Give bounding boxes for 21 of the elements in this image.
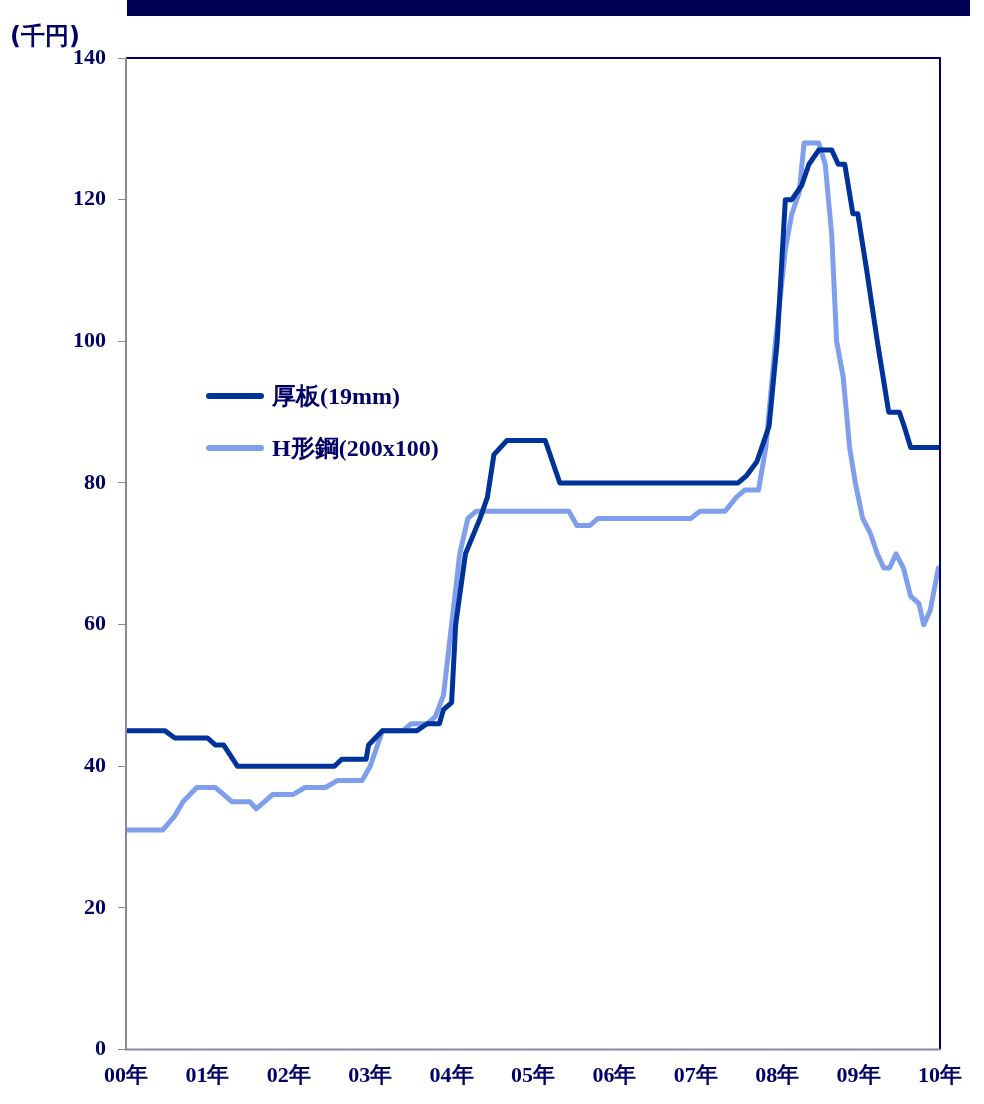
x-tick-label: 07年 bbox=[673, 1062, 718, 1088]
x-tick-label: 00年 bbox=[104, 1062, 148, 1088]
x-tick-label: 05年 bbox=[511, 1062, 555, 1088]
legend-label: H形鋼(200x100) bbox=[272, 434, 439, 463]
y-tick-label: 80 bbox=[84, 468, 106, 494]
x-tick-label: 10年 bbox=[918, 1062, 962, 1088]
y-tick-label: 100 bbox=[73, 327, 106, 352]
x-tick-label: 02年 bbox=[266, 1062, 311, 1088]
y-tick-label: 20 bbox=[84, 893, 106, 919]
legend-label: 厚板(19mm) bbox=[272, 382, 400, 411]
y-tick-label: 0 bbox=[95, 1035, 106, 1061]
y-tick-label: 60 bbox=[84, 610, 106, 636]
x-tick-label: 09年 bbox=[836, 1062, 881, 1088]
y-axis-title: (千円) bbox=[10, 21, 80, 50]
x-tick-label: 01年 bbox=[185, 1062, 230, 1088]
x-tick-label: 06年 bbox=[592, 1062, 637, 1088]
x-tick-label: 03年 bbox=[348, 1062, 393, 1088]
x-tick-label: 04年 bbox=[429, 1062, 474, 1088]
y-tick-label: 120 bbox=[73, 185, 106, 211]
x-tick-label: 08年 bbox=[755, 1062, 800, 1088]
y-tick-label: 40 bbox=[84, 751, 106, 777]
